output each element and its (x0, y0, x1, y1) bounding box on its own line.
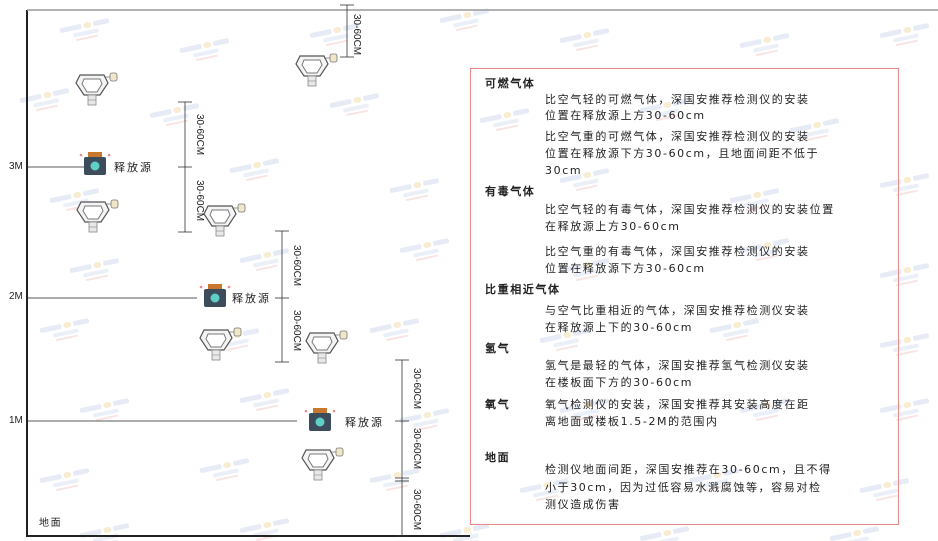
note-line: 比空气轻的有毒气体，深国安推荐检测仪的安装位置 (545, 203, 835, 216)
watermark-logo (69, 258, 119, 282)
watermark-logo (879, 333, 929, 357)
note-line: 比空气重的有毒气体，深国安推荐检测仪的安装 (545, 245, 810, 258)
note-line: 位置在释放源下方30-60cm (545, 262, 706, 275)
note-line: 小于30cm，因为过低容易水溅腐蚀等，容易对检 (545, 481, 822, 494)
watermark-logo (639, 526, 689, 541)
watermark-logo (729, 188, 779, 212)
note-line: 氢气是最轻的气体，深国安推荐氢气检测仪安装 (545, 359, 810, 372)
watermark-logo (559, 28, 609, 52)
watermark-logo (879, 263, 929, 287)
watermark-logo (439, 523, 489, 541)
watermark-logo (559, 258, 609, 282)
watermark-logo (739, 33, 789, 57)
dimension-label: 30-60CM (291, 310, 302, 352)
gas-detector-icon (305, 330, 348, 364)
release-source-icon (199, 284, 231, 307)
level-label-1m: 1M (9, 415, 23, 426)
watermark-logo (79, 523, 129, 541)
watermark-logo (389, 178, 439, 202)
note-line: 在释放源上方30-60cm (545, 220, 681, 233)
watermark-logo (479, 108, 529, 132)
watermark-logo (559, 168, 609, 192)
gas-detector-icon (76, 199, 119, 233)
watermark-logo (199, 458, 249, 482)
watermark-logo (239, 248, 289, 272)
note-heading: 地面 (485, 451, 511, 464)
watermark-logo (369, 318, 419, 342)
note-line: 在楼板面下方的30-60cm (545, 376, 694, 389)
watermark-logo (239, 388, 289, 412)
dimension-label: 30-60CM (411, 368, 422, 410)
watermark-logo (39, 318, 89, 342)
gas-detector-icon (75, 72, 118, 106)
note-heading: 可燃气体 (485, 77, 536, 90)
watermark-logo (879, 173, 929, 197)
watermark-logo (59, 18, 109, 42)
dimension-label: 30-60CM (411, 428, 422, 470)
note-line: 氧气检测仪的安装，深国安推荐其安装高度在距 (545, 398, 810, 411)
watermark-logo (179, 38, 229, 62)
source-label: 释放源 (114, 161, 153, 174)
note-heading: 有毒气体 (485, 185, 536, 198)
watermark-logo (19, 88, 69, 112)
dimension-label: 30-60CM (194, 114, 205, 156)
watermark-logo (229, 158, 279, 182)
watermark-logo (859, 478, 909, 502)
watermark-logo (559, 398, 609, 422)
watermark-logo (539, 328, 589, 352)
watermark-logo (399, 408, 449, 432)
ground-label: 地面 (39, 518, 63, 529)
note-line: 检测仪地面间距，深国安推荐在30-60cm，且不得 (545, 463, 832, 476)
watermark-logo (239, 518, 289, 541)
watermark-logo (519, 478, 569, 502)
watermark-logo (79, 398, 129, 422)
gas-detector-icon (295, 53, 338, 87)
gas-detector-icon (301, 447, 344, 481)
level-label-2m: 2M (9, 291, 23, 302)
note-line: 位置在释放源上方30-60cm (545, 109, 706, 122)
watermark-logo (739, 238, 789, 262)
note-line: 在释放源上下的30-60cm (545, 321, 694, 334)
watermark-logo (789, 118, 839, 142)
watermark-logo (639, 98, 689, 122)
source-label: 释放源 (345, 416, 384, 429)
watermark-logo (879, 23, 929, 47)
note-heading: 氢气 (485, 342, 511, 355)
note-heading: 氧气 (485, 398, 511, 411)
note-line: 离地面或楼板1.5-2M的范围内 (545, 415, 719, 428)
note-line: 比空气重的可燃气体，深国安推荐检测仪的安装 (545, 130, 810, 143)
watermark-logo (879, 398, 929, 422)
watermark-logo (399, 238, 449, 262)
note-line: 与空气比重相近的气体，深国安推荐检测仪安装 (545, 304, 810, 317)
dimension-label: 30-60CM (351, 14, 362, 56)
note-line: 测仪造成伤害 (545, 498, 621, 511)
note-line: 比空气轻的可燃气体，深国安推荐检测仪的安装 (545, 93, 810, 106)
gas-detector-icon (199, 327, 242, 361)
notes-box (470, 68, 899, 525)
dimension-label: 30-60CM (194, 180, 205, 222)
dimension-label: 30-60CM (291, 245, 302, 287)
watermark-logo (39, 468, 89, 492)
watermark-logo (689, 468, 739, 492)
source-label: 释放源 (232, 292, 271, 305)
gas-detector-icon (203, 203, 246, 237)
note-heading: 比重相近气体 (485, 283, 561, 296)
note-line: 位置在释放源下方30-60cm，且地面间距不低于 (545, 147, 820, 160)
watermark-logo (709, 318, 759, 342)
watermark-logo (149, 103, 199, 127)
watermark-logo (739, 398, 789, 422)
note-line: 30cm (545, 164, 583, 177)
release-source-icon (304, 408, 336, 431)
watermark-logo (829, 526, 879, 541)
release-source-icon (79, 152, 111, 175)
watermark-logo (329, 93, 379, 117)
dimension-label: 30-60CM (411, 489, 422, 531)
level-label-3m: 3M (9, 161, 23, 172)
watermark-logo (439, 8, 489, 32)
